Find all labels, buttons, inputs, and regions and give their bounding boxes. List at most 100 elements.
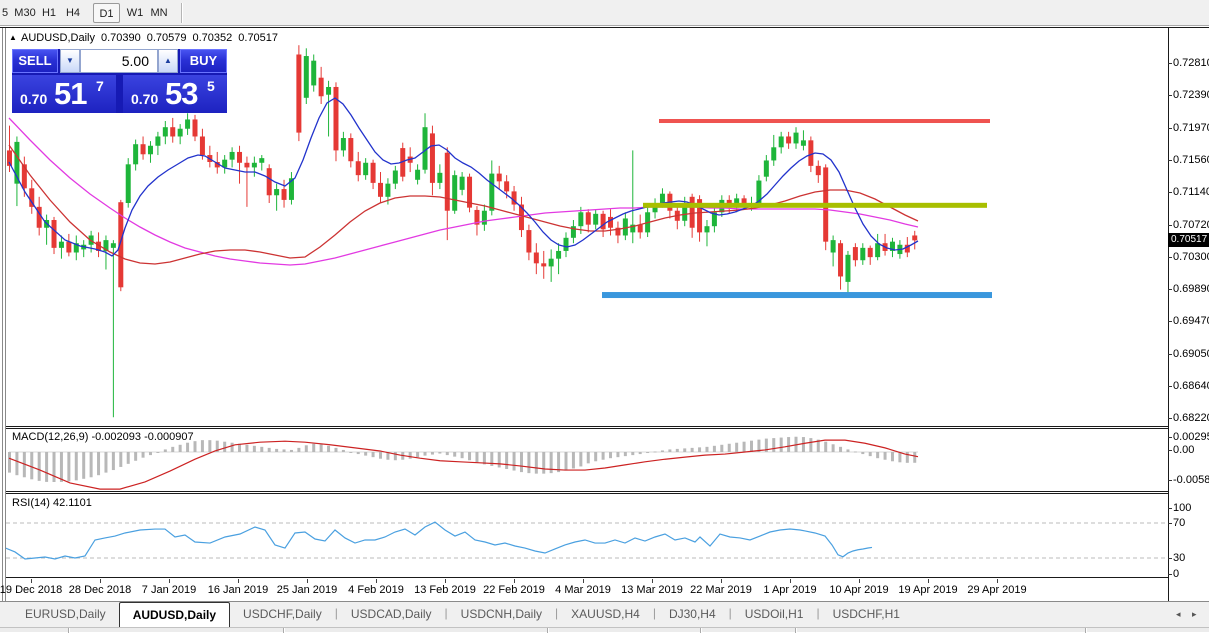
price-scale-label: 0.70300 — [1173, 251, 1209, 263]
date-tick — [859, 579, 860, 583]
price-tick — [1168, 354, 1172, 355]
date-tick — [445, 579, 446, 583]
macd-scale-label: 0.00 — [1173, 444, 1195, 456]
price-tick — [1168, 160, 1172, 161]
date-tick — [169, 579, 170, 583]
rsi-tick — [1168, 508, 1172, 509]
rsi-tick — [1168, 574, 1172, 575]
timeframe-button-H4[interactable]: H4 — [65, 7, 81, 19]
timeframe-button-W1[interactable]: W1 — [126, 7, 144, 19]
tab-scroll-right-icon[interactable]: ▸ — [1192, 609, 1197, 619]
price-scale-label: 0.72810 — [1173, 57, 1209, 69]
timeframe-button-MN[interactable]: MN — [150, 7, 168, 19]
chart-tab-XAUUSD[interactable]: XAUUSD,H4 — [571, 607, 640, 621]
toolbar-separator — [181, 3, 182, 23]
rsi-scale-label: 70 — [1173, 517, 1186, 529]
macd-indicator-canvas[interactable] — [6, 428, 1168, 491]
chart-tab-USDOil[interactable]: USDOil,H1 — [744, 607, 804, 621]
date-tick — [514, 579, 515, 583]
buy-price-button[interactable]: 0.70 53 5 — [123, 75, 227, 113]
rsi-panel-bottom-border — [6, 577, 1168, 578]
date-tick — [721, 579, 722, 583]
macd-label: MACD(12,26,9) -0.002093 -0.000907 — [12, 431, 194, 443]
timeframe-button-D1[interactable]: D1 — [93, 3, 120, 23]
macd-tick — [1168, 480, 1172, 481]
volume-input[interactable]: 5.00 — [80, 49, 158, 73]
chart-tab-USDCHF[interactable]: USDCHF,H1 — [832, 607, 900, 621]
buy-price-prefix: 0.70 — [131, 91, 159, 107]
price-scale-label: 0.68640 — [1173, 380, 1209, 392]
price-scale-label: 0.69050 — [1173, 348, 1209, 360]
ohlc-high: 0.70579 — [146, 32, 187, 44]
symbol-collapse-icon[interactable]: ▲ — [9, 33, 17, 42]
price-scale-label: 0.71140 — [1173, 186, 1209, 198]
rsi-indicator-canvas[interactable] — [6, 493, 1168, 577]
chart-tab-EURUSD[interactable]: EURUSD,Daily — [25, 607, 106, 621]
price-scale-label: 0.69470 — [1173, 315, 1209, 327]
volume-increase-button[interactable]: ▲ — [158, 49, 178, 73]
date-label: 16 Jan 2019 — [207, 584, 269, 596]
chart-tab-USDCHF[interactable]: USDCHF,Daily — [243, 607, 322, 621]
sell-price-prefix: 0.70 — [20, 91, 48, 107]
chart-tab-USDCNH[interactable]: USDCNH,Daily — [460, 607, 543, 621]
chart-tab-DJ30[interactable]: DJ30,H4 — [668, 607, 716, 621]
price-scale-label: 0.70720 — [1173, 219, 1209, 231]
chart-tab-bar: EURUSD,Daily AUDUSD,Daily USDCHF,Daily | USD… — [0, 602, 1209, 627]
date-tick — [31, 579, 32, 583]
ohlc-low: 0.70352 — [192, 32, 233, 44]
price-scale-label: 0.68220 — [1173, 412, 1209, 424]
status-divider — [1085, 628, 1086, 633]
sell-price-pip: 7 — [96, 78, 104, 94]
chart-bottom-border — [0, 601, 1209, 602]
macd-tick — [1168, 450, 1172, 451]
rsi-panel-top-border — [6, 493, 1168, 494]
date-label: 22 Feb 2019 — [483, 584, 545, 596]
current-price-tag: 0.70517 — [1168, 233, 1209, 247]
tab-separator: | — [816, 606, 820, 620]
volume-decrease-button[interactable]: ▼ — [60, 49, 80, 73]
status-divider — [547, 628, 548, 633]
date-label: 29 Apr 2019 — [967, 584, 1027, 596]
date-label: 28 Dec 2018 — [68, 584, 132, 596]
timeframe-button-5[interactable]: 5 — [1, 7, 9, 19]
price-tick — [1168, 321, 1172, 322]
buy-button[interactable]: BUY — [180, 49, 227, 73]
rsi-scale-label: 0 — [1173, 568, 1180, 580]
date-label: 1 Apr 2019 — [763, 584, 817, 596]
chart-top-border — [0, 27, 1209, 28]
rsi-scale-label: 100 — [1173, 502, 1192, 514]
price-scale-label: 0.71970 — [1173, 122, 1209, 134]
macd-panel-top-border — [6, 428, 1168, 429]
date-tick — [238, 579, 239, 583]
price-tick — [1168, 192, 1172, 193]
chart-tab-AUDUSD[interactable]: AUDUSD,Daily — [118, 602, 231, 627]
timeframe-button-M30[interactable]: M30 — [14, 7, 36, 19]
date-label: 25 Jan 2019 — [276, 584, 338, 596]
main-chart-canvas[interactable] — [6, 29, 1168, 426]
price-tick — [1168, 257, 1172, 258]
price-tick — [1168, 128, 1172, 129]
macd-scale-label: 0.002957 — [1173, 431, 1209, 443]
tab-separator: | — [555, 606, 559, 620]
buy-price-main: 53 — [165, 76, 198, 111]
date-tick — [928, 579, 929, 583]
date-label: 10 Apr 2019 — [829, 584, 889, 596]
chart-header: AUDUSD,Daily 0.70390 0.70579 0.70352 0.70517 — [21, 32, 284, 44]
date-label: 19 Dec 2018 — [0, 584, 63, 596]
price-scale-label: 0.72390 — [1173, 89, 1209, 101]
sell-price-button[interactable]: 0.70 51 7 — [12, 75, 116, 113]
tab-scroll-left-icon[interactable]: ◂ — [1176, 609, 1181, 619]
date-label: 13 Feb 2019 — [414, 584, 476, 596]
price-tick — [1168, 386, 1172, 387]
timeframe-button-H1[interactable]: H1 — [41, 7, 57, 19]
sell-price-main: 51 — [54, 76, 87, 111]
macd-scale-label: -0.005825 — [1173, 474, 1209, 486]
ohlc-close: 0.70517 — [238, 32, 279, 44]
window-left-border — [2, 28, 3, 601]
sell-button[interactable]: SELL — [12, 49, 58, 73]
date-label: 22 Mar 2019 — [690, 584, 752, 596]
date-label: 4 Mar 2019 — [555, 584, 611, 596]
macd-tick — [1168, 437, 1172, 438]
chart-tab-USDCAD[interactable]: USDCAD,Daily — [350, 607, 432, 621]
date-tick — [652, 579, 653, 583]
